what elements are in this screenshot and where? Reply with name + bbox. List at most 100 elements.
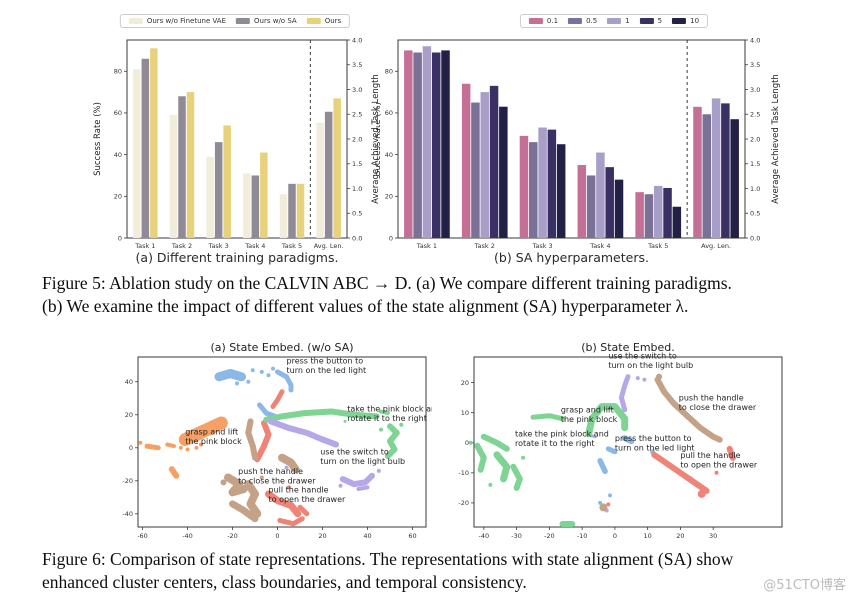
cluster-orange — [168, 466, 180, 479]
annotation-text: turn on the led light — [287, 366, 367, 375]
bar — [654, 185, 663, 238]
cluster-dot-tan — [599, 503, 608, 512]
annotation-text: take the pink block and — [347, 404, 432, 413]
bar — [547, 129, 557, 238]
left-tick-label: 80 — [385, 68, 393, 76]
figure6a-scatter: (a) State Embed. (w/o SA) -60 -40 -20 0 20 40 6… — [120, 340, 441, 547]
annotation-text: turn on the led light — [615, 444, 695, 453]
cluster-dot-blue — [259, 369, 264, 374]
annotation-text: press the button to — [287, 357, 364, 366]
x-tick-label: -10 — [577, 532, 588, 540]
category-label: Task 3 — [208, 242, 229, 250]
figure5a-subcaption: (a) Different training paradigms. — [135, 250, 339, 265]
cluster-dot-purple — [376, 468, 381, 473]
annotation-text: to close the drawer — [679, 403, 757, 412]
legend-label: Ours w/o SA — [254, 17, 297, 25]
bar — [702, 114, 712, 238]
annotation-text: grasp and lift — [561, 406, 614, 415]
legend-item: 5 — [639, 17, 662, 25]
x-tick-label: 0 — [275, 532, 279, 540]
cluster-dot-tan — [220, 479, 227, 486]
bar — [635, 192, 644, 238]
legend-label: 0.5 — [586, 17, 598, 25]
scatter-title: (b) State Embed. — [581, 341, 675, 354]
left-tick-label: 0 — [118, 234, 122, 242]
y-tick-label: 20 — [461, 379, 469, 387]
bar — [663, 187, 672, 238]
right-tick-label: 0.5 — [750, 210, 760, 218]
figure5-caption: Figure 5: Ablation study on the CALVIN A… — [42, 272, 826, 319]
cluster-dot-orange — [185, 447, 190, 452]
bar — [169, 115, 178, 238]
legend-swatch — [528, 18, 543, 24]
legend-label: Ours — [324, 17, 342, 25]
cluster-dot-blue — [271, 366, 275, 371]
figure6-caption: Figure 6: Comparison of state representa… — [42, 548, 826, 595]
bar — [206, 156, 214, 238]
category-label: Task 2 — [171, 242, 192, 250]
bar — [480, 92, 489, 239]
legend-item: Ours w/o SA — [236, 17, 297, 25]
bar — [422, 46, 432, 239]
right-tick-label: 4.0 — [750, 36, 760, 44]
cluster-dot-blue — [246, 379, 251, 384]
figure5-caption-line1: Figure 5: Ablation study on the CALVIN A… — [42, 273, 732, 293]
left-tick-label: 60 — [114, 109, 122, 117]
cluster-dot-blue — [608, 493, 612, 498]
x-tick-label: 60 — [408, 532, 416, 540]
y-tick-label: -20 — [122, 477, 133, 485]
cluster-dot-green — [488, 482, 493, 487]
y-tick-label: 0 — [129, 444, 133, 452]
bar — [413, 52, 422, 238]
bar — [499, 106, 508, 239]
cluster-dot-purple — [284, 465, 289, 470]
bar — [441, 50, 450, 238]
bar — [214, 142, 223, 238]
cluster-tan — [224, 473, 248, 497]
figure6-caption-line2: enhanced cluster centers, class boundari… — [42, 572, 527, 593]
figure5a-legend: Ours w/o Finetune VAE Ours w/o SA Ours — [119, 14, 351, 28]
bar — [586, 175, 596, 238]
cluster-dot-orange — [178, 445, 183, 450]
x-tick-label: -30 — [511, 532, 522, 540]
x-tick-label: -60 — [137, 532, 148, 540]
bar — [288, 183, 296, 238]
bar — [711, 98, 721, 238]
cluster-red — [651, 451, 710, 494]
figure5b-legend: 0.1 0.5 1 5 10 — [519, 14, 709, 28]
cluster-dot-purple — [338, 483, 343, 488]
legend-swatch — [568, 18, 583, 24]
cluster-dot-blue — [598, 500, 603, 505]
cluster-dot-orange — [199, 442, 203, 447]
x-tick-label: 30 — [709, 532, 717, 540]
cluster-purple — [339, 472, 375, 488]
figure6-caption-line1: Figure 6: Comparison of state representa… — [42, 549, 734, 569]
annotation-text: turn on the light bulb — [320, 457, 405, 466]
right-tick-label: 3.0 — [352, 86, 362, 94]
bar — [186, 92, 195, 239]
cluster-orange — [165, 442, 176, 449]
legend-swatch — [236, 18, 251, 24]
cluster-orange — [144, 443, 161, 451]
bar — [431, 52, 441, 238]
figure5-caption-line2: (b) We examine the impact of different v… — [42, 296, 689, 317]
bar — [614, 179, 624, 238]
legend-item: Ours — [306, 17, 342, 25]
cluster-dot-red — [697, 489, 706, 498]
category-label: Avg. Len. — [314, 242, 344, 250]
x-tick-label: -40 — [182, 532, 193, 540]
legend-item: 0.5 — [568, 17, 597, 25]
bar — [178, 96, 186, 238]
cluster-green — [480, 433, 510, 452]
left-axis-label: Success Rate (%) — [376, 102, 383, 176]
annotation-text: push the handle — [238, 467, 303, 476]
x-tick-label: 20 — [318, 532, 326, 540]
right-tick-label: 3.5 — [750, 61, 760, 69]
annotation-text: to close the drawer — [238, 477, 316, 486]
cluster-blue — [257, 402, 278, 419]
y-tick-label: -20 — [458, 499, 469, 507]
scatter-title: (a) State Embed. (w/o SA) — [210, 341, 353, 354]
bar — [141, 58, 150, 238]
cluster-tan — [245, 418, 258, 461]
